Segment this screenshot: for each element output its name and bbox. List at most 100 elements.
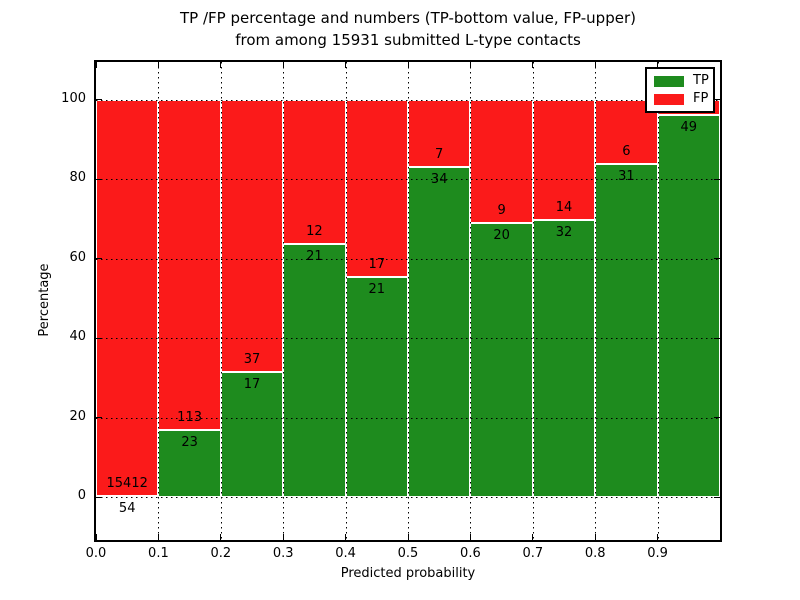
legend-entry-label: TP (693, 73, 709, 88)
x-tick-bottom (282, 534, 284, 540)
y-tick-right (714, 99, 720, 100)
x-tick-top (469, 62, 471, 68)
tp-count-label: 21 (368, 282, 386, 298)
x-gridline (220, 62, 222, 540)
x-tick-top (657, 62, 659, 68)
y-tick-left (96, 417, 102, 418)
legend-entry-label: FP (693, 91, 709, 106)
tp-count-label: 34 (430, 172, 448, 188)
x-gridline (470, 62, 472, 540)
tp-bar-segment (283, 244, 346, 497)
y-tick-left (96, 178, 102, 180)
y-tick-left (96, 258, 102, 259)
y-tick-right (714, 258, 720, 259)
fp-count-label: 12 (306, 224, 323, 240)
fp-bar-segment (345, 99, 408, 278)
tp-bar-segment (470, 222, 533, 497)
fp-count-label: 15412 (106, 475, 148, 491)
x-tick-label: 0.1 (148, 546, 169, 561)
y-tick-label: 40 (69, 329, 86, 344)
x-tick-top (345, 62, 347, 68)
tp-count-label: 49 (680, 120, 698, 136)
x-tick-top (220, 62, 222, 68)
tp-count-label: 17 (243, 376, 261, 392)
tp-count-label: 21 (306, 249, 323, 265)
y-tick-right (714, 496, 720, 498)
y-tick-left (96, 337, 102, 339)
x-tick-bottom (594, 534, 596, 540)
x-tick-label: 0.5 (397, 546, 419, 561)
x-tick-bottom (532, 534, 534, 540)
x-gridline (657, 62, 659, 540)
legend-color-patch (654, 75, 684, 87)
y-tick-label: 20 (69, 408, 86, 424)
x-tick-top (95, 62, 97, 68)
y-tick-label: 0 (77, 488, 86, 503)
y-tick-label: 60 (69, 249, 86, 265)
x-tick-label: 0.9 (647, 546, 668, 561)
x-tick-top (407, 62, 409, 68)
x-tick-bottom (220, 534, 222, 540)
tp-count-label: 23 (181, 434, 198, 450)
x-gridline (158, 62, 160, 540)
x-tick-label: 0.3 (272, 546, 294, 561)
x-tick-label: 0.8 (584, 546, 606, 561)
y-tick-right (714, 178, 720, 180)
x-tick-bottom (95, 534, 97, 540)
x-tick-bottom (407, 534, 409, 540)
tp-bar-segment (158, 429, 221, 497)
x-gridline (345, 62, 347, 540)
fp-count-label: 14 (555, 200, 573, 216)
tp-count-label: 20 (493, 227, 510, 243)
y-tick-left (96, 496, 102, 498)
y-tick-label: 80 (69, 170, 86, 185)
x-gridline (595, 62, 597, 540)
tp-bar-segment (345, 277, 408, 497)
x-tick-top (157, 62, 159, 68)
fp-count-label: 9 (497, 202, 506, 218)
tp-bar-segment (408, 167, 471, 497)
tp-count-label: 31 (618, 168, 635, 184)
plot-area: TP FP 15412 54 113 23 37 17 12 21 17 21 7 34 9 20 14 32 6… (94, 60, 722, 542)
tp-bar-segment (595, 163, 658, 497)
fp-count-label: 37 (243, 351, 261, 367)
x-tick-bottom (345, 534, 347, 540)
legend-color-patch (654, 93, 684, 105)
tp-bar-segment (657, 115, 720, 497)
x-tick-label: 0.6 (460, 546, 481, 561)
fp-count-label: 17 (368, 257, 386, 273)
legend-entry: FP (654, 91, 709, 106)
x-tick-bottom (469, 534, 471, 540)
x-tick-label: 0.7 (522, 546, 544, 561)
fp-bar-segment (96, 99, 159, 496)
x-tick-label: 0.0 (85, 546, 107, 561)
x-axis-label: Predicted probability (340, 566, 476, 581)
y-tick-right (714, 417, 720, 418)
tp-bar-segment (532, 220, 596, 497)
x-tick-label: 0.2 (210, 546, 232, 561)
fp-count-label: 113 (177, 409, 202, 425)
legend-entry: TP (654, 73, 709, 88)
fp-bar-segment (158, 99, 221, 430)
chart-title-line1: TP /FP percentage and numbers (TP-bottom… (180, 9, 636, 27)
y-tick-label: 100 (61, 90, 86, 106)
x-tick-top (594, 62, 596, 68)
fp-bar-segment (220, 99, 284, 372)
tp-bar-segment (220, 371, 284, 497)
x-gridline (408, 62, 409, 540)
fp-count-label: 7 (435, 147, 444, 163)
tp-count-label: 54 (118, 500, 136, 516)
legend: TP FP (645, 67, 715, 113)
fp-bar-segment (283, 99, 346, 245)
x-gridline (532, 62, 534, 540)
x-tick-bottom (157, 534, 159, 540)
x-tick-bottom (657, 534, 659, 540)
tp-count-label: 32 (555, 225, 573, 241)
x-tick-top (282, 62, 284, 68)
chart-title-line2: from among 15931 submitted L-type contac… (235, 31, 581, 49)
x-tick-label: 0.4 (335, 546, 356, 561)
x-gridline (283, 62, 285, 540)
x-tick-top (532, 62, 534, 68)
y-tick-right (714, 337, 720, 339)
